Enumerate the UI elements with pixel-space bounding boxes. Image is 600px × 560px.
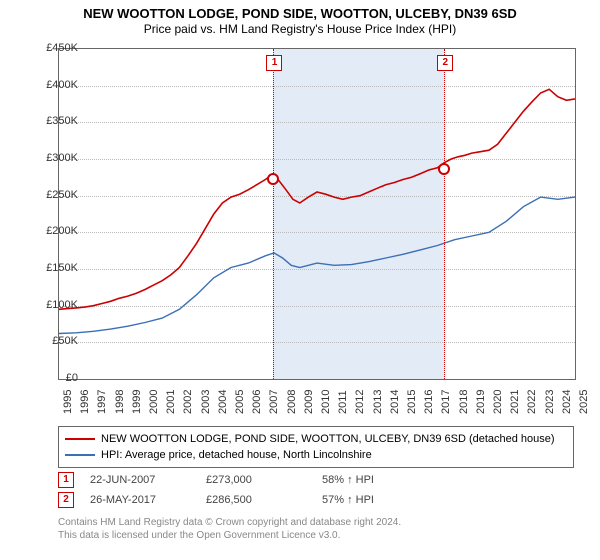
x-axis-label: 2014 — [389, 390, 401, 414]
sales-table: 1 22-JUN-2007 £273,000 58% ↑ HPI 2 26-MA… — [58, 470, 574, 510]
x-axis-label: 2025 — [578, 390, 590, 414]
sale-date-1: 22-JUN-2007 — [90, 474, 190, 486]
y-axis-label: £250K — [28, 189, 78, 201]
sale-marker-2: 2 — [58, 492, 74, 508]
sale-marker-1: 1 — [58, 472, 74, 488]
title-block: NEW WOOTTON LODGE, POND SIDE, WOOTTON, U… — [0, 0, 600, 37]
y-axis-label: £300K — [28, 152, 78, 164]
x-axis-label: 2019 — [475, 390, 487, 414]
chart-container: NEW WOOTTON LODGE, POND SIDE, WOOTTON, U… — [0, 0, 600, 560]
y-axis-label: £100K — [28, 299, 78, 311]
footer-line2: This data is licensed under the Open Gov… — [58, 529, 574, 542]
chart-title-main: NEW WOOTTON LODGE, POND SIDE, WOOTTON, U… — [0, 6, 600, 22]
x-axis-label: 2024 — [561, 390, 573, 414]
chart-title-sub: Price paid vs. HM Land Registry's House … — [0, 22, 600, 37]
sale-hpi-1: 58% ↑ HPI — [322, 474, 442, 486]
sale-hpi-2: 57% ↑ HPI — [322, 494, 442, 506]
x-axis-label: 2022 — [526, 390, 538, 414]
x-axis-label: 2021 — [509, 390, 521, 414]
legend-row-property: NEW WOOTTON LODGE, POND SIDE, WOOTTON, U… — [65, 431, 567, 447]
x-axis-label: 2018 — [458, 390, 470, 414]
y-axis-label: £400K — [28, 79, 78, 91]
x-axis-label: 2015 — [406, 390, 418, 414]
y-axis-label: £350K — [28, 115, 78, 127]
sale-date-2: 26-MAY-2017 — [90, 494, 190, 506]
x-axis-label: 2010 — [320, 390, 332, 414]
x-axis-label: 2005 — [234, 390, 246, 414]
footer-line1: Contains HM Land Registry data © Crown c… — [58, 516, 574, 529]
x-axis-label: 2008 — [286, 390, 298, 414]
x-axis-label: 1995 — [62, 390, 74, 414]
x-axis-label: 2011 — [337, 390, 349, 414]
x-axis-label: 2003 — [200, 390, 212, 414]
sale-row-1: 1 22-JUN-2007 £273,000 58% ↑ HPI — [58, 470, 574, 490]
chart-lines-svg — [59, 49, 575, 379]
sale-price-1: £273,000 — [206, 474, 306, 486]
x-axis-label: 2002 — [182, 390, 194, 414]
sale-marker-flag: 2 — [437, 55, 453, 71]
x-axis-label: 2006 — [251, 390, 263, 414]
x-axis-label: 1998 — [114, 390, 126, 414]
legend-swatch-hpi — [65, 454, 95, 456]
x-axis-label: 2016 — [423, 390, 435, 414]
y-axis-label: £150K — [28, 262, 78, 274]
x-axis-label: 2023 — [544, 390, 556, 414]
x-axis-label: 1999 — [131, 390, 143, 414]
x-axis-label: 2007 — [268, 390, 280, 414]
x-axis-label: 2004 — [217, 390, 229, 414]
legend-label-hpi: HPI: Average price, detached house, Nort… — [101, 449, 372, 461]
x-axis-label: 2017 — [440, 390, 452, 414]
y-axis-label: £50K — [28, 335, 78, 347]
x-axis-label: 1997 — [96, 390, 108, 414]
y-axis-label: £200K — [28, 225, 78, 237]
x-axis-label: 2000 — [148, 390, 160, 414]
x-axis-label: 2012 — [354, 390, 366, 414]
sale-price-2: £286,500 — [206, 494, 306, 506]
legend-label-property: NEW WOOTTON LODGE, POND SIDE, WOOTTON, U… — [101, 433, 555, 445]
sale-row-2: 2 26-MAY-2017 £286,500 57% ↑ HPI — [58, 490, 574, 510]
legend-swatch-property — [65, 438, 95, 440]
x-axis-label: 2009 — [303, 390, 315, 414]
sale-marker-flag: 1 — [266, 55, 282, 71]
legend-row-hpi: HPI: Average price, detached house, Nort… — [65, 447, 567, 463]
footer-attribution: Contains HM Land Registry data © Crown c… — [58, 516, 574, 542]
x-axis-label: 2020 — [492, 390, 504, 414]
x-axis-label: 2001 — [165, 390, 177, 414]
x-axis-label: 2013 — [372, 390, 384, 414]
y-axis-label: £0 — [28, 372, 78, 384]
plot-area: 12 — [58, 48, 576, 380]
y-axis-label: £450K — [28, 42, 78, 54]
x-axis-label: 1996 — [79, 390, 91, 414]
legend-box: NEW WOOTTON LODGE, POND SIDE, WOOTTON, U… — [58, 426, 574, 468]
